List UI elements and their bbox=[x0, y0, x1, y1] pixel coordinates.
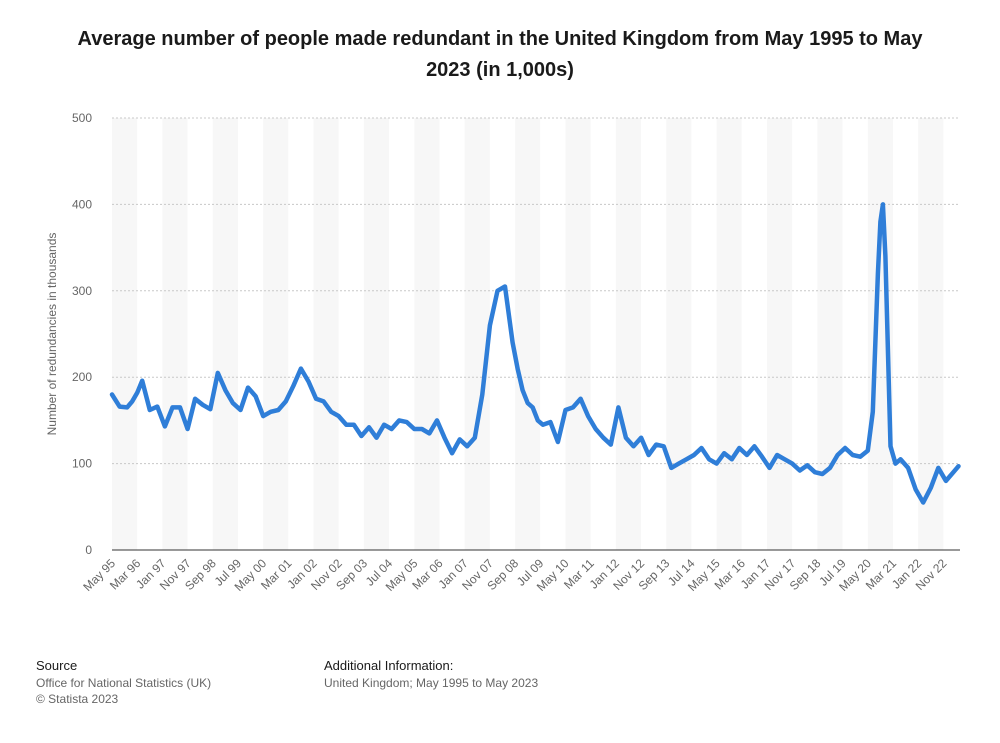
gridlines bbox=[112, 117, 960, 465]
band bbox=[842, 118, 868, 550]
band bbox=[212, 118, 238, 550]
band bbox=[615, 118, 642, 550]
alternating-bands bbox=[112, 118, 960, 550]
source-heading: Source bbox=[36, 658, 78, 673]
y-axis-label: Number of redundancies in thousands bbox=[45, 233, 59, 436]
band bbox=[943, 118, 960, 550]
band bbox=[817, 118, 843, 550]
copyright-line: © Statista 2023 bbox=[36, 692, 119, 706]
band bbox=[137, 118, 163, 550]
info-heading: Additional Information: bbox=[324, 658, 454, 673]
band bbox=[515, 118, 541, 550]
y-tick-label: 400 bbox=[72, 197, 92, 211]
band bbox=[414, 118, 440, 550]
band bbox=[363, 118, 390, 550]
band bbox=[338, 118, 364, 550]
info-line: United Kingdom; May 1995 to May 2023 bbox=[324, 676, 539, 690]
band bbox=[439, 118, 465, 550]
y-tick-label: 200 bbox=[72, 370, 92, 384]
band bbox=[590, 118, 616, 550]
band bbox=[540, 118, 566, 550]
chart-title: Average number of people made redundant … bbox=[77, 28, 923, 81]
band bbox=[741, 118, 768, 550]
band bbox=[389, 118, 415, 550]
band bbox=[288, 118, 314, 550]
band bbox=[716, 118, 742, 550]
y-tick-label: 300 bbox=[72, 284, 92, 298]
band bbox=[918, 118, 944, 550]
band bbox=[237, 118, 264, 550]
y-tick-label: 100 bbox=[72, 457, 92, 471]
band bbox=[641, 118, 667, 550]
band bbox=[691, 118, 717, 550]
band bbox=[767, 118, 793, 550]
series-line bbox=[109, 202, 961, 505]
y-axis-ticks: 0 100 200 300 400 500 bbox=[72, 111, 92, 557]
band bbox=[187, 118, 213, 550]
y-tick-label: 500 bbox=[72, 111, 92, 125]
band bbox=[792, 118, 818, 550]
band bbox=[263, 118, 289, 550]
y-tick-label: 0 bbox=[85, 543, 92, 557]
band bbox=[162, 118, 188, 550]
band bbox=[313, 118, 339, 550]
band bbox=[464, 118, 490, 550]
band bbox=[666, 118, 692, 550]
band bbox=[112, 118, 138, 550]
band bbox=[565, 118, 591, 550]
source-line: Office for National Statistics (UK) bbox=[36, 676, 212, 690]
